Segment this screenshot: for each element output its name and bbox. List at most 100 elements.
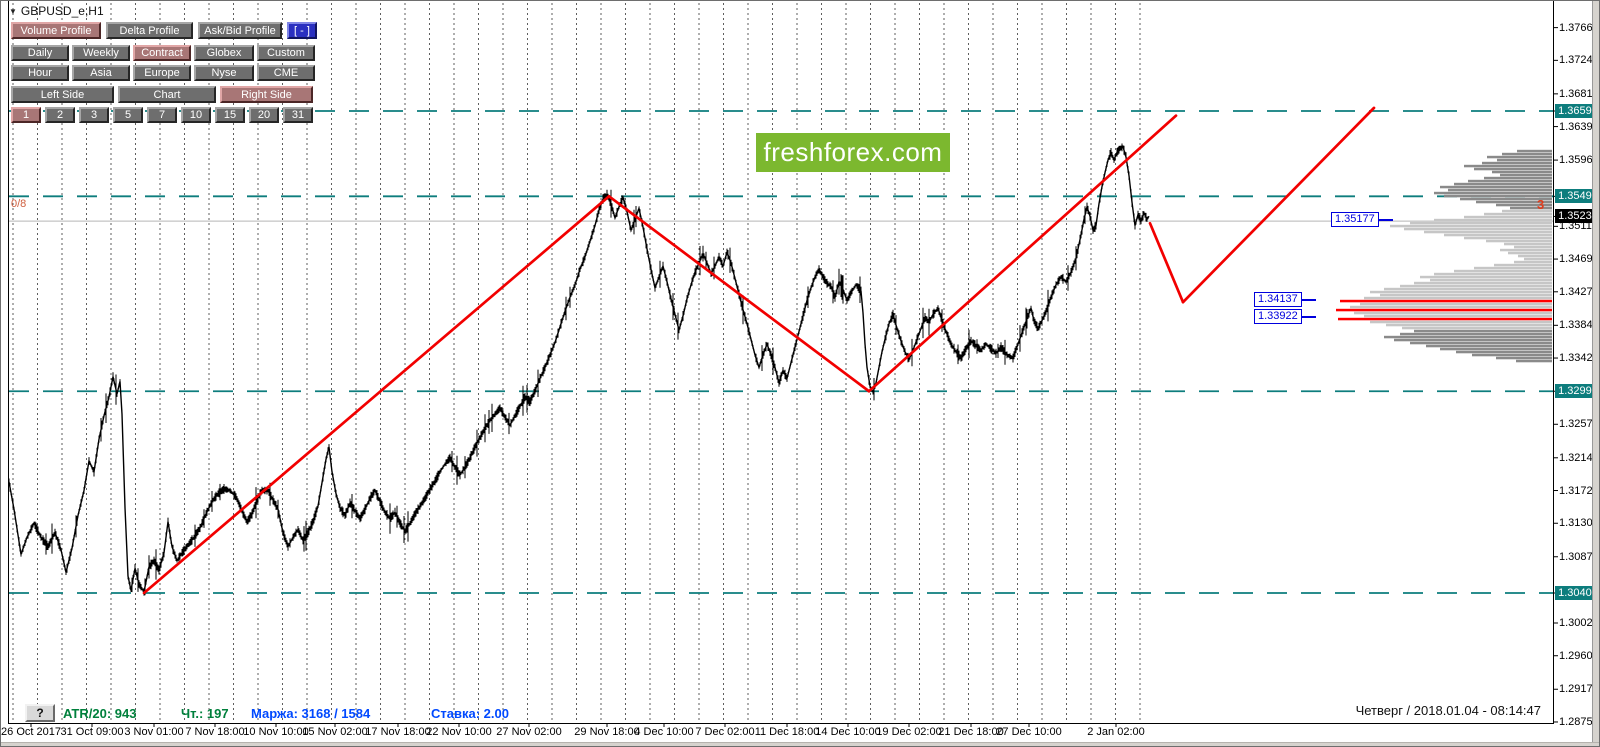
count-row-button-15[interactable]: 15 (215, 107, 245, 123)
toolbar-side-row: Left Side Chart Right Side (11, 86, 313, 103)
count-row-button-7[interactable]: 7 (147, 107, 177, 123)
profile-row-button--[interactable]: [ - ] (287, 22, 317, 39)
session-row-button-asia[interactable]: Asia (72, 65, 130, 81)
window-bottom-edge (1, 742, 1599, 746)
profile-row-button-delta-profile[interactable]: Delta Profile (106, 22, 193, 39)
session-row-button-europe[interactable]: Europe (133, 65, 191, 81)
help-button[interactable]: ? (25, 704, 55, 722)
time-tick-label: 11 Dec 18:00 (754, 726, 820, 738)
price-tick-label: 1.34690 (1559, 253, 1599, 266)
count-row-button-5[interactable]: 5 (113, 107, 143, 123)
status-cht: Чт.: 197 (181, 706, 229, 721)
price-tick-label: 1.32140 (1559, 451, 1599, 464)
period-row-button-weekly[interactable]: Weekly (72, 45, 130, 61)
time-tick-label: 4 Dec 10:00 (634, 726, 694, 738)
label-pointer-dash (1300, 299, 1316, 301)
period-row-button-contract[interactable]: Contract (133, 45, 191, 61)
period-row-button-daily[interactable]: Daily (11, 45, 69, 61)
price-tick-label: 1.32994 (1555, 384, 1599, 399)
price-tick-label: 1.31720 (1559, 484, 1599, 497)
price-tick-label: 1.37240 (1559, 54, 1599, 67)
projection-price-label[interactable]: 1.35177 (1331, 212, 1393, 227)
price-tick-label: 1.29170 (1559, 683, 1599, 696)
price-tick-label: 1.28750 (1559, 715, 1599, 728)
vertical-gridlines (12, 3, 1141, 723)
price-tick-label: 1.35495 (1555, 189, 1599, 204)
price-tick-label: 1.29600 (1559, 649, 1599, 662)
count-row-button-2[interactable]: 2 (45, 107, 75, 123)
time-tick-label: 3 Nov 01:00 (124, 726, 184, 738)
price-tick-label: 1.30870 (1559, 550, 1599, 563)
time-tick-label: 7 Dec 02:00 (695, 726, 755, 738)
price-tick-label: 1.35960 (1559, 154, 1599, 167)
side-row-button-left-side[interactable]: Left Side (11, 86, 114, 103)
toolbar-period-row: Daily Weekly Contract Globex Custom (11, 45, 315, 61)
price-tick-label: 1.36590 (1555, 104, 1599, 118)
volume-profile-histogram (1336, 149, 1552, 363)
price-tick-label: 1.31300 (1559, 517, 1599, 530)
time-tick-label: 17 Nov 18:00 (365, 726, 431, 738)
count-row-button-1[interactable]: 1 (11, 107, 41, 123)
toolbar-profile-row: Volume Profile Delta Profile Ask/Bid Profi… (11, 22, 317, 39)
price-tick-label: 1.35110 (1559, 220, 1598, 233)
price-tick-label: 1.32570 (1559, 418, 1599, 431)
count-row-button-31[interactable]: 31 (283, 107, 313, 123)
price-tick-label: 1.33420 (1559, 352, 1599, 365)
red-trend-lines[interactable] (142, 106, 1376, 595)
toolbar-count-row: 1 2 3 5 7 10 15 20 31 (11, 107, 313, 123)
price-tick-label: 1.33840 (1559, 319, 1599, 332)
price-tick-label: 1.36390 (1559, 120, 1599, 133)
period-row-button-custom[interactable]: Custom (257, 45, 315, 61)
status-margin: Маржа: 3168 / 1584 (251, 706, 371, 721)
toolbar-session-row: Hour Asia Europe Nyse CME (11, 65, 315, 81)
price-tick-label: 1.30020 (1559, 617, 1599, 629)
window-right-edge (1592, 1, 1599, 746)
time-tick-label: 22 Nov 10:00 (426, 726, 492, 738)
session-row-button-hour[interactable]: Hour (11, 65, 69, 81)
time-tick-label: 19 Dec 02:00 (876, 726, 942, 738)
period-row-button-globex[interactable]: Globex (194, 45, 254, 61)
count-row-button-3[interactable]: 3 (79, 107, 109, 123)
chart-title-label: GBPUSD_e,H1 (20, 4, 104, 18)
side-row-button-right-side[interactable]: Right Side (220, 86, 313, 103)
projection-price-label[interactable]: 1.33922 (1254, 309, 1316, 324)
server-clock: Четверг / 2018.01.04 - 08:14:47 (1355, 703, 1541, 718)
time-tick-label: 29 Nov 18:00 (574, 726, 640, 738)
count-row-button-20[interactable]: 20 (249, 107, 279, 123)
price-tick-label: 1.34270 (1559, 285, 1599, 298)
time-tick-label: 31 Oct 09:00 (60, 726, 124, 738)
session-row-button-cme[interactable]: CME (257, 65, 315, 81)
time-tick-label: 26 Oct 2017 (1, 726, 61, 738)
broker-watermark: freshforex.com (756, 133, 950, 172)
current-price-label: 1.35237 (1555, 209, 1599, 224)
watermark-text: freshforex.com (763, 137, 943, 167)
time-tick-label: 7 Nov 18:00 (185, 726, 245, 738)
label-pointer-dash (1300, 316, 1316, 318)
projection-price-label[interactable]: 1.34137 (1254, 292, 1316, 307)
murrey-level-label: 0/8 (11, 198, 27, 210)
profile-row-button-volume-profile[interactable]: Volume Profile (11, 22, 101, 39)
plot-border (8, 1, 1554, 724)
bar-countdown-marker: 3 (1537, 197, 1545, 212)
status-atr: ATR/20: 943 (63, 706, 137, 721)
time-tick-label: 15 Nov 02:00 (302, 726, 368, 738)
session-row-button-nyse[interactable]: Nyse (194, 65, 254, 81)
time-tick-label: 2 Jan 02:00 (1087, 726, 1145, 738)
status-rate: Ставка: 2.00 (431, 706, 509, 721)
label-pointer-dash (1377, 219, 1393, 221)
side-row-button-chart[interactable]: Chart (118, 86, 216, 103)
price-tick-label: 1.30405 (1555, 585, 1599, 600)
time-tick-label: 27 Dec 10:00 (996, 726, 1062, 738)
profile-row-button-ask-bid-profile[interactable]: Ask/Bid Profile (198, 22, 282, 39)
time-tick-label: 10 Nov 10:00 (243, 726, 309, 738)
dropdown-arrow-icon[interactable]: ▼ (9, 6, 17, 16)
count-row-button-10[interactable]: 10 (181, 107, 211, 123)
chart-title: ▼ GBPUSD_e,H1 (9, 4, 104, 18)
time-tick-label: 14 Dec 10:00 (815, 726, 881, 738)
time-tick-label: 21 Dec 18:00 (938, 726, 1004, 738)
time-tick-label: 27 Nov 02:00 (496, 726, 562, 738)
price-tick-label: 1.36810 (1559, 87, 1599, 100)
